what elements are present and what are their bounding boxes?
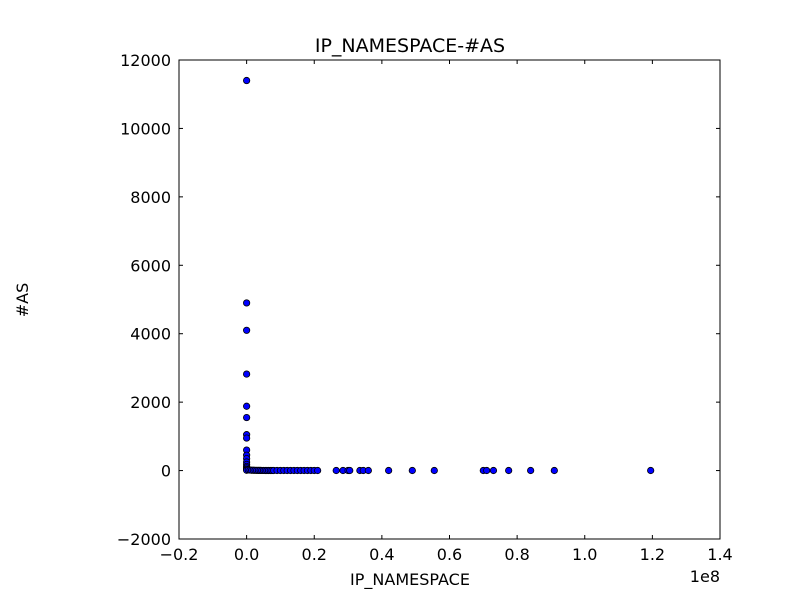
data-point xyxy=(243,434,251,442)
y-tick-label: 12000 xyxy=(120,51,171,70)
data-point xyxy=(314,466,322,475)
data-point xyxy=(550,466,558,475)
y-tick-label: 0 xyxy=(161,462,171,481)
x-offset-label: 1e8 xyxy=(690,567,720,586)
x-axis-label: IP_NAMESPACE xyxy=(350,570,470,590)
x-tick-label: 1.0 xyxy=(572,545,597,564)
x-tick-label: 0.8 xyxy=(504,545,529,564)
x-tick-label: 0.0 xyxy=(234,545,259,564)
data-point xyxy=(243,299,251,307)
data-point xyxy=(527,466,535,475)
x-tick-label: 1.4 xyxy=(707,545,732,564)
data-point xyxy=(243,402,251,410)
x-tick-label: 0.4 xyxy=(369,545,394,564)
y-axis-ticks: −2000 0 2000 4000 6000 8000 10000 12000 xyxy=(117,51,720,549)
y-axis-label: #AS xyxy=(13,283,32,318)
data-point xyxy=(243,370,251,378)
data-points xyxy=(243,76,655,475)
x-tick-label: 0.2 xyxy=(302,545,327,564)
y-tick-label: 8000 xyxy=(130,188,171,207)
data-point xyxy=(430,466,438,475)
y-tick-label: 2000 xyxy=(130,393,171,412)
data-point xyxy=(332,466,340,475)
y-tick-label: −2000 xyxy=(117,530,171,549)
data-point xyxy=(489,466,498,475)
data-point xyxy=(243,413,251,422)
data-point xyxy=(346,466,354,475)
x-axis-ticks: −0.2 0.0 0.2 0.4 0.6 0.8 1.0 1.2 1.4 xyxy=(160,60,733,564)
data-point xyxy=(243,76,251,85)
data-point xyxy=(408,466,416,475)
data-point xyxy=(364,466,372,475)
x-tick-label: 0.6 xyxy=(437,545,462,564)
data-point xyxy=(243,326,251,334)
x-tick-label: −0.2 xyxy=(160,545,199,564)
data-point xyxy=(505,466,513,475)
y-tick-label: 6000 xyxy=(130,256,171,275)
data-point xyxy=(647,466,655,475)
x-tick-label: 1.2 xyxy=(640,545,665,564)
y-tick-label: 4000 xyxy=(130,325,171,344)
data-point xyxy=(385,466,393,475)
y-tick-label: 10000 xyxy=(120,119,171,138)
chart-title: IP_NAMESPACE-#AS xyxy=(315,35,505,57)
data-point xyxy=(483,466,491,475)
